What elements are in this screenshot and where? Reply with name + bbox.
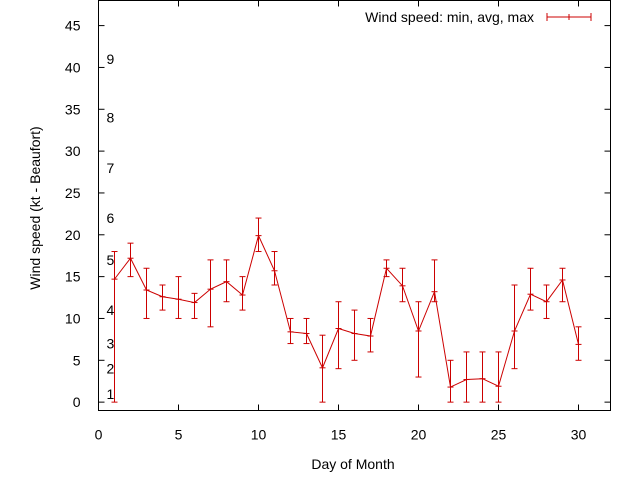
beaufort-label: 5 bbox=[107, 252, 115, 268]
series-line-avg bbox=[114, 234, 579, 388]
beaufort-label: 9 bbox=[107, 51, 115, 67]
x-tick-label: 15 bbox=[331, 427, 347, 443]
legend: Wind speed: min, avg, max bbox=[365, 9, 592, 25]
plot-frame bbox=[98, 0, 611, 411]
y-tick-label: 35 bbox=[65, 101, 81, 117]
y-tick-label: 40 bbox=[65, 59, 81, 75]
x-tick-label: 5 bbox=[175, 427, 183, 443]
x-tick-label: 0 bbox=[95, 427, 103, 443]
y-tick-label: 15 bbox=[65, 269, 81, 285]
x-tick-label: 30 bbox=[571, 427, 587, 443]
x-axis-ticks: 0 5 10 15 20 25 30 bbox=[95, 0, 587, 443]
y-tick-label: 30 bbox=[65, 143, 81, 159]
beaufort-scale-labels: 1 2 3 4 5 6 7 8 9 bbox=[107, 51, 115, 402]
beaufort-label: 2 bbox=[107, 361, 115, 377]
y-tick-label: 25 bbox=[65, 185, 81, 201]
x-axis-label: Day of Month bbox=[311, 456, 394, 472]
x-tick-label: 20 bbox=[411, 427, 427, 443]
beaufort-label: 4 bbox=[107, 302, 115, 318]
legend-label: Wind speed: min, avg, max bbox=[365, 9, 534, 25]
y-axis-label: Wind speed (kt - Beaufort) bbox=[27, 126, 43, 289]
y-tick-label: 10 bbox=[65, 310, 81, 326]
beaufort-label: 6 bbox=[107, 210, 115, 226]
beaufort-label: 8 bbox=[107, 110, 115, 126]
beaufort-label: 3 bbox=[107, 336, 115, 352]
y-tick-label: 5 bbox=[73, 352, 81, 368]
y-tick-label: 20 bbox=[65, 227, 81, 243]
y-tick-label: 45 bbox=[65, 18, 81, 34]
x-tick-label: 10 bbox=[251, 427, 267, 443]
beaufort-label: 1 bbox=[107, 386, 115, 402]
error-bars bbox=[111, 217, 582, 403]
beaufort-label: 7 bbox=[107, 160, 115, 176]
y-tick-label: 0 bbox=[73, 394, 81, 410]
x-tick-label: 25 bbox=[491, 427, 507, 443]
